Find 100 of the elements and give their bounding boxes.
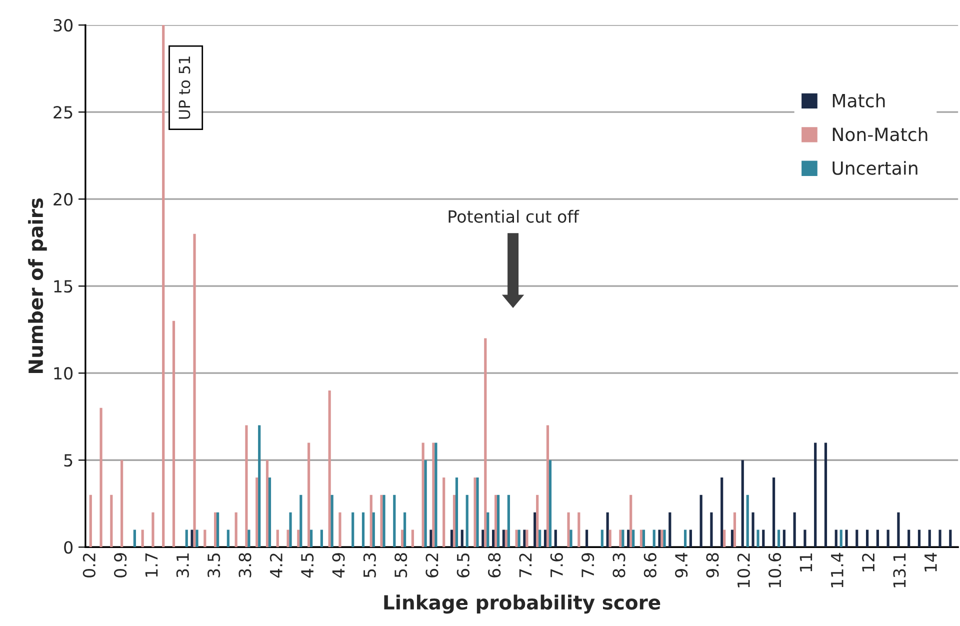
bar — [300, 494, 302, 548]
bar — [777, 530, 780, 548]
bar — [544, 530, 547, 548]
bar — [518, 530, 520, 548]
bar — [152, 512, 154, 548]
bar — [100, 408, 102, 548]
bar — [216, 512, 220, 548]
bar — [949, 530, 952, 548]
bar — [630, 494, 632, 548]
bar — [133, 530, 136, 548]
bar — [185, 530, 188, 548]
y-axis-title: Number of pairs — [28, 198, 47, 373]
bar — [752, 512, 754, 548]
x-tick-label: 14 — [924, 552, 937, 572]
x-tick-label: 1.7 — [145, 553, 158, 577]
bar — [642, 530, 646, 548]
x-tick-label: 11 — [800, 554, 812, 572]
bar — [476, 478, 479, 548]
bar — [310, 530, 313, 548]
bar — [538, 530, 542, 548]
bar — [162, 25, 165, 548]
bar — [141, 530, 144, 548]
bar — [523, 530, 526, 548]
bar — [484, 338, 487, 548]
bar — [492, 530, 495, 548]
bar — [548, 460, 552, 548]
bar — [258, 425, 261, 548]
bar — [289, 512, 292, 548]
y-tick-label: 5 — [64, 454, 72, 467]
bar — [619, 530, 622, 548]
bar — [328, 390, 331, 548]
bar — [720, 478, 724, 548]
bar — [622, 530, 624, 548]
bar — [746, 494, 749, 548]
bar — [352, 512, 354, 548]
bar — [245, 425, 248, 548]
bar — [400, 530, 404, 548]
y-tick-label: 25 — [54, 106, 72, 119]
bar — [515, 530, 518, 548]
x-tick-label: 3.1 — [176, 554, 189, 578]
bar — [362, 512, 365, 548]
bar — [730, 530, 734, 548]
bar — [248, 530, 250, 548]
bar — [482, 530, 484, 548]
bar — [496, 494, 500, 548]
bar — [660, 530, 664, 548]
bar — [307, 442, 310, 548]
bar — [918, 530, 921, 548]
bar — [793, 512, 796, 548]
bar — [733, 512, 736, 548]
bar — [710, 512, 713, 548]
bar — [434, 442, 438, 548]
bar — [700, 494, 702, 548]
bar — [297, 530, 300, 548]
y-tick-label: 10 — [54, 367, 73, 380]
bar — [234, 512, 238, 548]
bar — [393, 494, 396, 548]
bar — [652, 530, 656, 548]
bar — [466, 494, 468, 548]
bar — [226, 530, 230, 548]
bar — [193, 234, 196, 548]
bar — [507, 494, 510, 548]
bar — [411, 530, 414, 548]
x-tick-label: 10.2 — [737, 554, 750, 588]
x-tick-label: 7.9 — [582, 553, 594, 578]
x-tick-label: 12 — [862, 554, 874, 572]
bar — [110, 494, 113, 548]
bar — [567, 512, 570, 548]
bar — [897, 512, 900, 548]
bar — [382, 494, 386, 548]
x-tick-label: 4.2 — [270, 554, 282, 578]
x-tick-label: 8.3 — [612, 553, 626, 578]
bar — [422, 442, 424, 548]
bar — [372, 512, 375, 548]
x-tick-label: 6.2 — [426, 554, 438, 578]
bar — [856, 530, 858, 548]
bar — [403, 512, 406, 548]
bar — [824, 442, 828, 548]
bar — [474, 478, 476, 548]
bar — [814, 442, 817, 548]
bar — [442, 478, 446, 548]
bar — [632, 530, 635, 548]
bar — [834, 530, 838, 548]
bar — [627, 530, 630, 548]
y-tick-label: 20 — [54, 193, 73, 206]
bar — [450, 530, 454, 548]
bar — [928, 530, 931, 548]
bar — [546, 425, 550, 548]
bar — [432, 442, 435, 548]
x-tick-label: 10.6 — [768, 553, 782, 588]
bar — [578, 512, 580, 548]
x-axis-title: Linkage probability score — [384, 594, 660, 614]
x-tick-label: 8.6 — [644, 553, 656, 578]
bar — [640, 530, 643, 548]
bar — [486, 512, 490, 548]
bar — [585, 530, 588, 548]
bar — [256, 478, 258, 548]
x-tick-label: 3.8 — [238, 553, 252, 578]
bar — [570, 530, 572, 548]
bar — [452, 494, 456, 548]
